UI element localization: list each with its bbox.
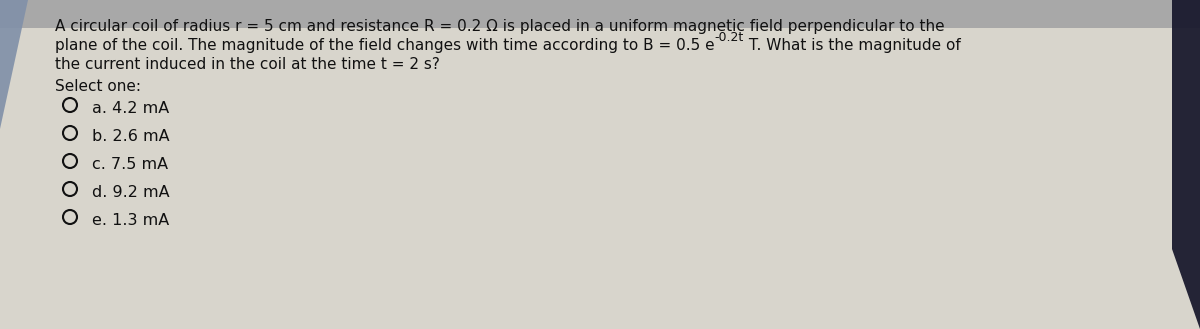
Text: plane of the coil. The magnitude of the field changes with time according to B =: plane of the coil. The magnitude of the …	[55, 38, 715, 53]
FancyBboxPatch shape	[0, 0, 1200, 28]
Polygon shape	[1172, 0, 1200, 329]
Text: -0.2t: -0.2t	[715, 31, 744, 44]
Text: T. What is the magnitude of: T. What is the magnitude of	[744, 38, 961, 53]
Text: e. 1.3 mA: e. 1.3 mA	[92, 213, 169, 228]
Text: the current induced in the coil at the time t = 2 s?: the current induced in the coil at the t…	[55, 57, 440, 72]
Text: a. 4.2 mA: a. 4.2 mA	[92, 101, 169, 116]
Text: A circular coil of radius r = 5 cm and resistance R = 0.2 Ω is placed in a unifo: A circular coil of radius r = 5 cm and r…	[55, 19, 944, 34]
Text: b. 2.6 mA: b. 2.6 mA	[92, 129, 169, 144]
Text: c. 7.5 mA: c. 7.5 mA	[92, 157, 168, 172]
Text: d. 9.2 mA: d. 9.2 mA	[92, 185, 169, 200]
Polygon shape	[0, 0, 28, 129]
Text: Select one:: Select one:	[55, 79, 142, 94]
